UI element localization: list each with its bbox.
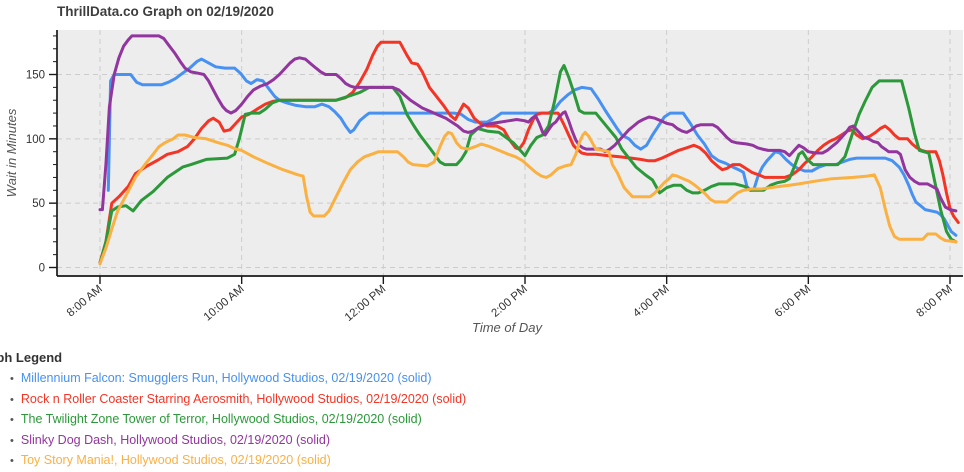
legend-item-label: The Twilight Zone Tower of Terror, Holly…	[20, 412, 422, 426]
legend-item-toy-story-mania[interactable]: • Toy Story Mania!, Hollywood Studios, 02…	[10, 451, 964, 472]
y-axis-title: Wait in Minutes	[4, 108, 19, 197]
y-tick-label: 100	[26, 134, 45, 146]
series-line-slinky-dog-dash[interactable]	[98, 34, 958, 213]
chart-title: ThrillData.co Graph on 02/19/2020	[57, 4, 274, 19]
legend-item-slinky-dog-dash[interactable]: • Slinky Dog Dash, Hollywood Studios, 02/…	[10, 431, 964, 452]
legend-item-rock-n-roller-coaster[interactable]: • Rock n Roller Coaster Starring Aerosmit…	[10, 390, 964, 411]
legend-item-label: Rock n Roller Coaster Starring Aerosmith…	[20, 391, 467, 406]
x-tick-label: 2:00 PM	[489, 283, 530, 320]
legend-bullet-icon: •	[10, 414, 14, 426]
legend-bullet-icon: •	[10, 434, 14, 447]
x-tick-label: 10:00 AM	[202, 283, 247, 323]
x-tick-label: 6:00 PM	[773, 283, 814, 320]
legend-title: Graph Legend	[0, 350, 63, 365]
y-tick-label: 150	[26, 70, 45, 82]
legend-bullet-icon: •	[10, 455, 14, 467]
y-tick-label: 50	[32, 198, 45, 210]
legend-list: • Millennium Falcon: Smugglers Run, Holly…	[0, 369, 964, 472]
series-line-tower-of-terror[interactable]	[98, 64, 958, 266]
wait-times-line-chart: 0 50 100 150 8:00 AM 10:00 AM 12:00 PM 2:00 PM 4…	[4, 4, 963, 335]
legend-item-label: Toy Story Mania!, Hollywood Studios, 02/…	[20, 453, 331, 467]
legend-item-label: Millennium Falcon: Smugglers Run, Hollyw…	[20, 371, 432, 385]
legend-bullet-icon: •	[10, 393, 14, 406]
series-line-toy-story-mania[interactable]	[98, 130, 958, 266]
x-tick-label: 8:00 AM	[65, 283, 105, 319]
legend-item-label: Slinky Dog Dash, Hollywood Studios, 02/1…	[20, 432, 331, 447]
x-tick-label: 12:00 PM	[343, 283, 388, 324]
legend-item-millennium-falcon[interactable]: • Millennium Falcon: Smugglers Run, Holly…	[10, 369, 964, 390]
legend-bullet-icon: •	[10, 373, 14, 385]
y-tick-label: 0	[39, 263, 45, 275]
x-axis-title: Time of Day	[472, 320, 543, 335]
legend-item-tower-of-terror[interactable]: • The Twilight Zone Tower of Terror, Holl…	[10, 410, 964, 431]
graph-legend: Graph Legend • Millennium Falcon: Smuggle…	[0, 350, 964, 472]
x-tick-label: 8:00 PM	[914, 283, 955, 320]
x-tick-label: 4:00 PM	[631, 283, 672, 320]
